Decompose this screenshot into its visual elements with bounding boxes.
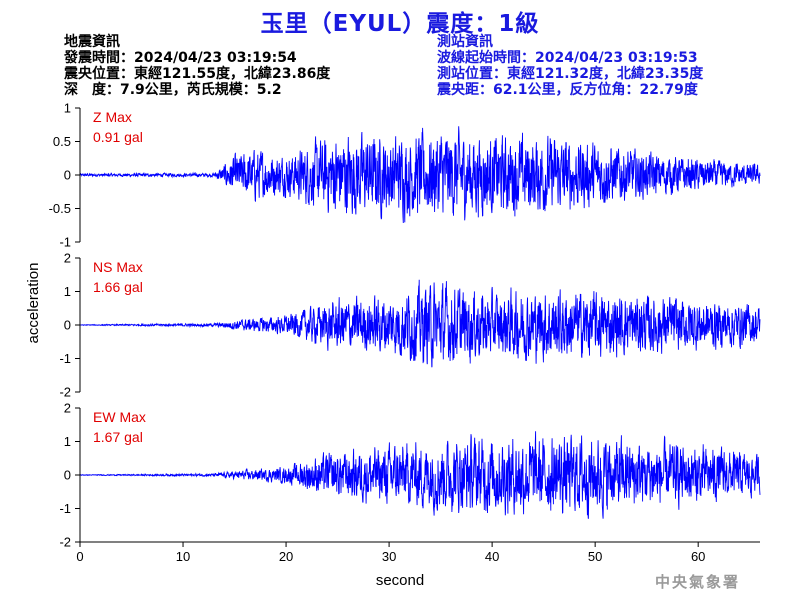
max-label-ns: NS Max bbox=[93, 259, 143, 275]
cwa-logo-text: 中央氣象署 bbox=[655, 573, 741, 591]
x-tick-label: 40 bbox=[485, 549, 499, 564]
station-info-heading: 測站資訊 bbox=[437, 34, 493, 50]
chart-title: 玉里（EYUL）震度：1級 bbox=[260, 11, 540, 37]
quake-time: 發震時間：2024/04/23 03:19:54 bbox=[64, 50, 297, 66]
y-tick-label-ns: -1 bbox=[59, 351, 71, 366]
y-tick-label-z: 0 bbox=[64, 168, 71, 183]
quake-info-heading: 地震資訊 bbox=[64, 34, 120, 50]
max-value-z: 0.91 gal bbox=[93, 129, 143, 145]
y-tick-label-ns: 1 bbox=[64, 284, 71, 299]
x-tick-label: 20 bbox=[279, 549, 293, 564]
y-tick-label-ew: 0 bbox=[64, 468, 71, 483]
y-tick-label-ns: 2 bbox=[64, 251, 71, 266]
y-tick-label-z: -0.5 bbox=[49, 201, 71, 216]
y-tick-label-z: -1 bbox=[59, 235, 71, 250]
x-tick-label: 50 bbox=[588, 549, 602, 564]
y-tick-label-ew: 1 bbox=[64, 434, 71, 449]
quake-depth-magnitude: 深 度：7.9公里，芮氏規模：5.2 bbox=[64, 82, 282, 98]
y-tick-label-ns: 0 bbox=[64, 318, 71, 333]
station-wave-time: 波線起始時間：2024/04/23 03:19:53 bbox=[437, 50, 698, 66]
waveform-z bbox=[79, 126, 761, 224]
x-axis-label: second bbox=[376, 572, 424, 589]
waveform-ns bbox=[80, 279, 761, 368]
quake-epicenter: 震央位置：東經121.55度，北緯23.86度 bbox=[64, 66, 331, 82]
x-tick-label: 0 bbox=[76, 549, 83, 564]
station-distance: 震央距：62.1公里，反方位角：22.79度 bbox=[437, 82, 698, 98]
max-label-z: Z Max bbox=[93, 109, 132, 125]
max-value-ns: 1.66 gal bbox=[93, 279, 143, 295]
y-tick-label-ew: -1 bbox=[59, 501, 71, 516]
y-tick-label-z: 0.5 bbox=[53, 134, 71, 149]
y-tick-label-z: 1 bbox=[64, 101, 71, 116]
y-tick-label-ns: -2 bbox=[59, 385, 71, 400]
quake-info: 地震資訊 發震時間：2024/04/23 03:19:54 震央位置：東經121… bbox=[64, 34, 330, 98]
station-info: 測站資訊 波線起始時間：2024/04/23 03:19:53 測站位置：東經1… bbox=[437, 34, 703, 98]
y-tick-label-ew: 2 bbox=[64, 401, 71, 416]
y-axis-label: acceleration bbox=[25, 263, 42, 344]
x-tick-label: 30 bbox=[382, 549, 396, 564]
max-label-ew: EW Max bbox=[93, 409, 146, 425]
max-value-ew: 1.67 gal bbox=[93, 429, 143, 445]
station-position: 測站位置：東經121.32度，北緯23.35度 bbox=[437, 66, 704, 82]
x-tick-label: 60 bbox=[691, 549, 705, 564]
x-tick-label: 10 bbox=[176, 549, 190, 564]
waveform-ew bbox=[79, 431, 761, 519]
y-tick-label-ew: -2 bbox=[59, 535, 71, 550]
